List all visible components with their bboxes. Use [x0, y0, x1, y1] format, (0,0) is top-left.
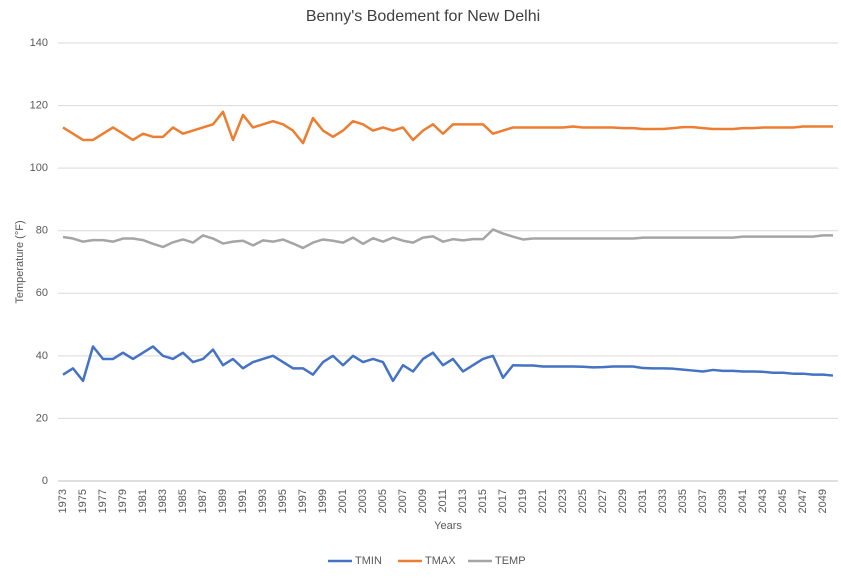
y-tick-label: 40	[36, 350, 48, 362]
x-tick-label: 2041	[737, 489, 749, 513]
x-tick-label: 1991	[237, 489, 249, 513]
x-tick-label: 1983	[157, 489, 169, 513]
x-tick-label: 1979	[117, 489, 129, 513]
series-line	[62, 110, 833, 145]
x-tick-label: 2043	[757, 489, 769, 513]
x-tick-label: 2009	[417, 489, 429, 513]
x-tick-label: 2017	[497, 489, 509, 513]
x-tick-label: 2007	[397, 489, 409, 513]
x-tick-label: 2023	[557, 489, 569, 513]
y-tick-label: 120	[30, 99, 48, 111]
x-tick-label: 1997	[297, 489, 309, 513]
x-tick-label: 2019	[517, 489, 529, 513]
x-tick-label: 2037	[697, 489, 709, 513]
x-tick-label: 2029	[617, 489, 629, 513]
y-tick-label: 0	[42, 475, 48, 487]
x-tick-label: 1977	[97, 489, 109, 513]
x-tick-label: 1981	[137, 489, 149, 513]
x-axis-title: Years	[434, 520, 462, 532]
y-tick-label: 140	[30, 37, 48, 49]
x-tick-label: 2039	[717, 489, 729, 513]
x-tick-label: 1989	[217, 489, 229, 513]
x-tick-label: 2047	[797, 489, 809, 513]
x-tick-label: 2025	[577, 489, 589, 513]
x-tick-label: 2031	[637, 489, 649, 513]
x-tick-label: 2033	[657, 489, 669, 513]
chart-title: Benny's Bodement for New Delhi	[306, 8, 540, 25]
x-tick-label: 2005	[377, 489, 389, 513]
y-tick-label: 60	[36, 287, 48, 299]
x-tick-label: 2049	[817, 489, 829, 513]
x-tick-label: 1995	[277, 489, 289, 513]
x-tick-label: 1975	[77, 489, 89, 513]
x-tick-label: 2045	[777, 489, 789, 513]
x-tick-label: 1985	[177, 489, 189, 513]
x-tick-label: 1993	[257, 489, 269, 513]
x-tick-label: 1987	[197, 489, 209, 513]
x-tick-label: 2011	[437, 489, 449, 513]
legend-label: TMAX	[425, 555, 456, 567]
y-tick-label: 80	[36, 225, 48, 237]
x-tick-label: 2013	[457, 489, 469, 513]
legend-label: TMIN	[355, 555, 382, 567]
y-tick-label: 100	[30, 162, 48, 174]
legend-label: TEMP	[495, 555, 526, 567]
x-tick-label: 2027	[597, 489, 609, 513]
x-tick-label: 1973	[57, 489, 69, 513]
x-tick-label: 1999	[317, 489, 329, 513]
y-tick-label: 20	[36, 412, 48, 424]
x-tick-label: 2015	[477, 489, 489, 513]
series-line	[62, 345, 834, 383]
x-tick-label: 2003	[357, 489, 369, 513]
y-axis-title: Temperature (°F)	[14, 220, 26, 303]
x-tick-label: 2021	[537, 489, 549, 513]
x-tick-label: 2001	[337, 489, 349, 513]
series-line	[62, 228, 833, 250]
x-tick-label: 2035	[677, 489, 689, 513]
